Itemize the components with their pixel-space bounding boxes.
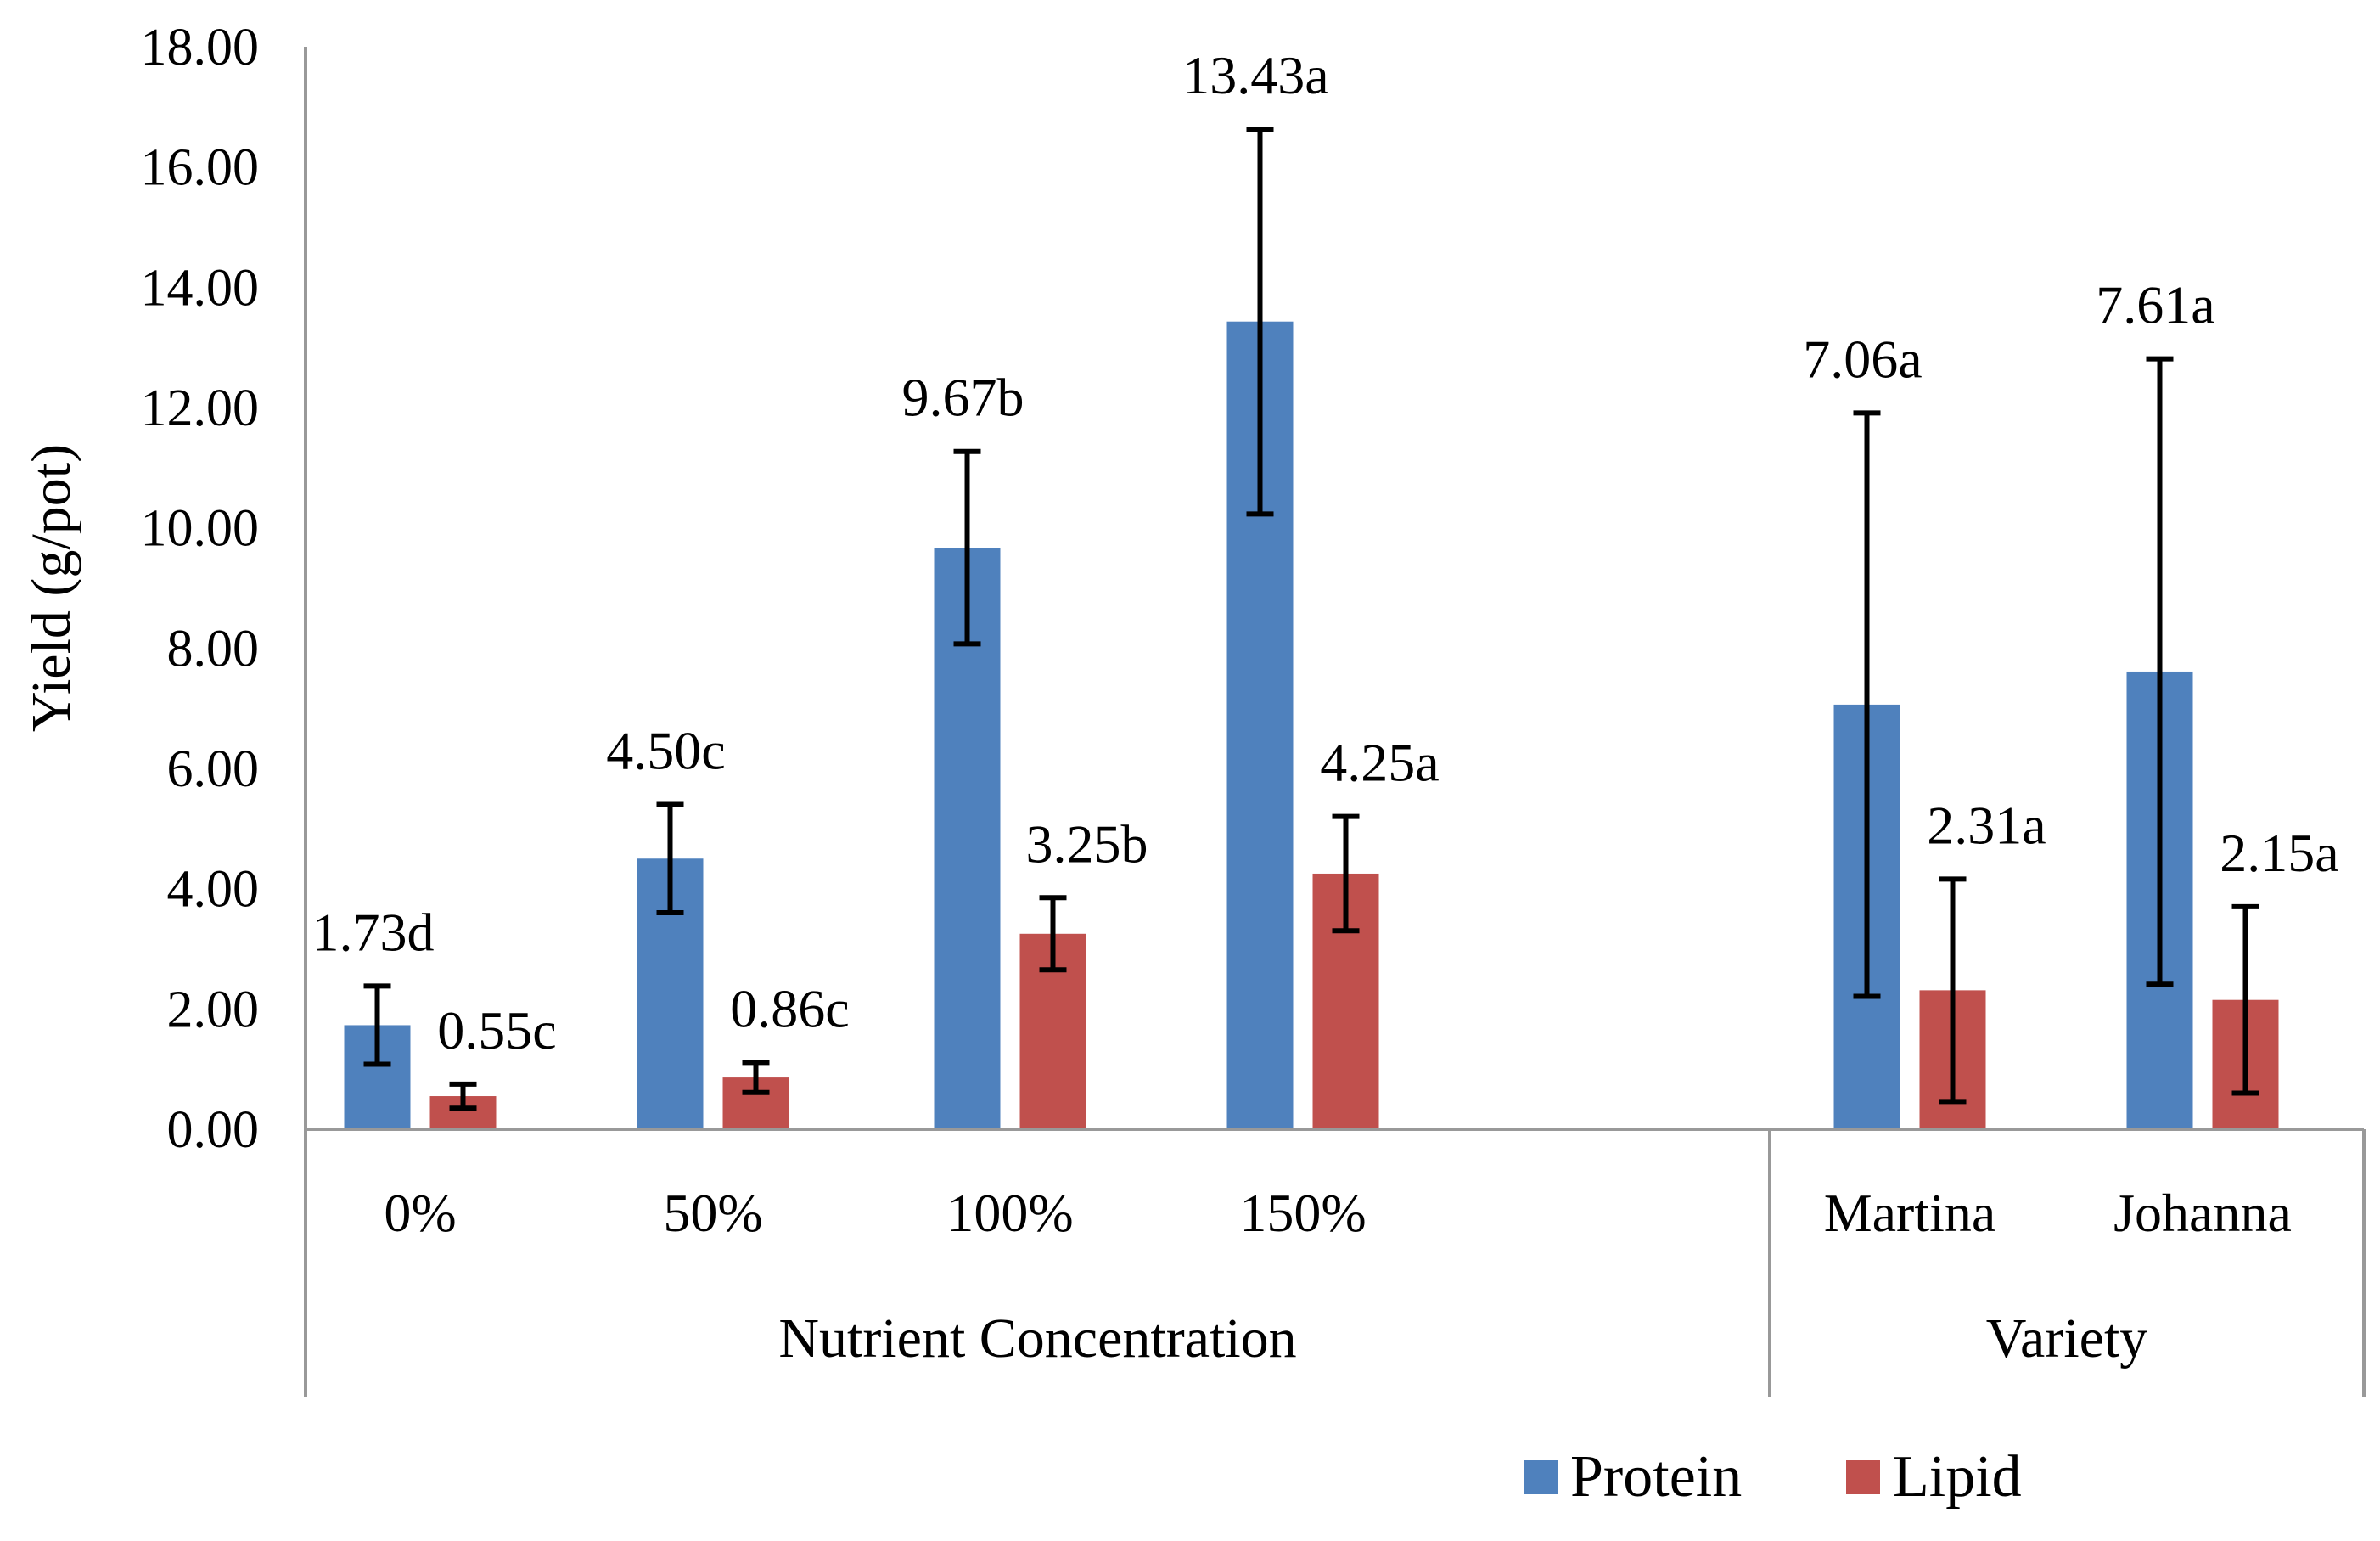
data-label: 4.25a <box>1320 733 1439 793</box>
y-tick-label: 4.00 <box>167 861 260 919</box>
data-label: 13.43a <box>1182 45 1328 105</box>
y-tick-label: 14.00 <box>141 259 260 317</box>
y-tick-label: 16.00 <box>141 139 260 197</box>
legend-label: Protein <box>1570 1444 1742 1510</box>
data-label: 1.73d <box>312 902 435 962</box>
group-label: Nutrient Concentration <box>778 1308 1296 1369</box>
y-tick-label: 6.00 <box>167 740 260 798</box>
data-label: 9.67b <box>902 368 1024 428</box>
category-label: 0% <box>384 1183 456 1243</box>
group-label: Variety <box>1986 1308 2148 1369</box>
y-axis-ticks: 0.00 2.00 4.00 6.00 8.00 10.00 12.00 14.00 16.00… <box>141 19 260 1159</box>
category-label: 150% <box>1239 1183 1366 1243</box>
y-axis-label: Yield (g/pot) <box>20 444 82 732</box>
group-labels: Nutrient Concentration Variety <box>778 1308 2147 1369</box>
data-label: 3.25b <box>1026 813 1148 874</box>
data-label: 4.50c <box>606 721 725 781</box>
legend: Protein Lipid <box>1524 1444 2022 1510</box>
data-label: 7.61a <box>2096 275 2214 335</box>
axes <box>304 47 2366 1397</box>
category-label: Martina <box>1824 1183 1996 1243</box>
y-tick-label: 10.00 <box>141 500 260 558</box>
category-labels: 0% 50% 100% 150% Martina Johanna <box>384 1183 2292 1243</box>
error-bars <box>363 127 2259 1111</box>
y-tick-label: 8.00 <box>167 620 260 678</box>
category-label: 100% <box>946 1183 1073 1243</box>
category-label: Johanna <box>2113 1183 2292 1243</box>
data-label: 7.06a <box>1803 329 1922 389</box>
legend-swatch-protein <box>1524 1460 1558 1494</box>
data-label: 2.15a <box>2220 823 2338 883</box>
data-labels: 1.73d 4.50c 9.67b 13.43a 7.06a 7.61a 0.55c 0.86… <box>312 45 2339 1060</box>
y-tick-label: 0.00 <box>167 1101 260 1159</box>
y-tick-label: 12.00 <box>141 380 260 437</box>
category-label: 50% <box>663 1183 762 1243</box>
data-label: 2.31a <box>1927 795 2046 855</box>
data-label: 0.86c <box>730 978 849 1038</box>
y-tick-label: 18.00 <box>141 19 260 76</box>
legend-swatch-lipid <box>1846 1460 1880 1494</box>
data-label: 0.55c <box>437 1000 556 1060</box>
y-tick-label: 2.00 <box>167 981 260 1038</box>
legend-label: Lipid <box>1893 1444 2022 1510</box>
